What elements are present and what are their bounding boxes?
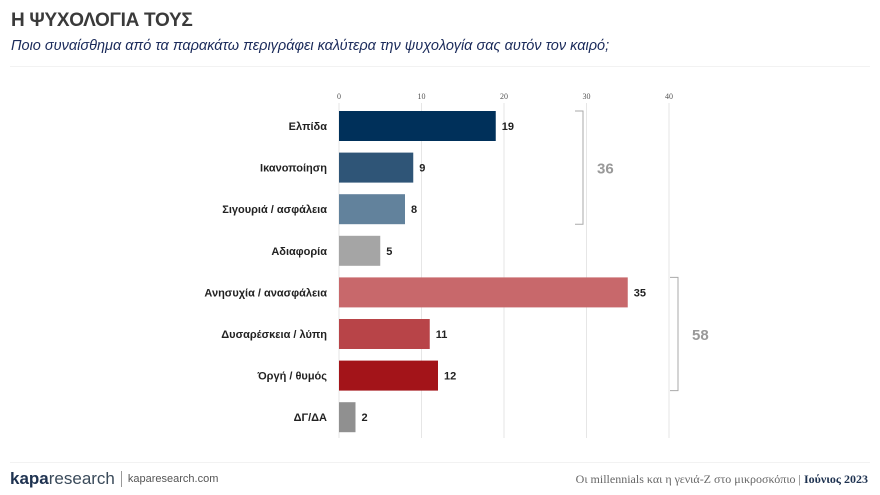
category-label: Ικανοποίηση xyxy=(260,163,327,175)
bar xyxy=(339,277,628,308)
bar xyxy=(339,194,405,225)
data-label: 19 xyxy=(502,121,514,133)
divider xyxy=(10,66,870,67)
x-tick-label: 20 xyxy=(500,92,508,101)
data-label: 9 xyxy=(419,163,425,175)
kapa-logo: kaparesearch xyxy=(10,469,115,488)
category-label: ΔΓ/ΔΑ xyxy=(294,412,327,424)
category-label: Ανησυχία / ανασφάλεια xyxy=(204,287,327,299)
separator: | xyxy=(798,472,801,486)
website-link[interactable]: kaparesearch.com xyxy=(127,473,219,485)
group-bracket xyxy=(575,110,584,225)
category-label: Σιγουριά / ασφάλεια xyxy=(222,204,327,216)
divider xyxy=(120,471,122,487)
x-tick-label: 40 xyxy=(665,92,673,101)
study-date: Ιούνιος 2023 xyxy=(803,472,868,486)
footer-study: Οι millennials και η γενιά-Ζ στο μικροσκ… xyxy=(576,472,868,487)
category-label: Δυσαρέσκεια / λύπη xyxy=(221,329,327,341)
x-tick-label: 30 xyxy=(583,92,591,101)
data-label: 12 xyxy=(444,371,456,383)
bar xyxy=(339,319,430,349)
data-label: 8 xyxy=(411,204,417,216)
page-title: Η ΨΥΧΟΛΟΓΙΑ ΤΟΥΣ xyxy=(11,10,193,31)
data-label: 5 xyxy=(386,246,392,258)
group-total-label: 58 xyxy=(692,327,709,344)
group-total-label: 36 xyxy=(597,161,614,178)
data-label: 11 xyxy=(436,329,448,341)
bar xyxy=(339,360,438,391)
data-label: 35 xyxy=(634,287,646,299)
data-label: 2 xyxy=(362,412,368,424)
bar xyxy=(339,152,414,183)
category-label: Ελπίδα xyxy=(289,121,328,133)
category-label: Αδιαφορία xyxy=(271,246,327,258)
page-subtitle: Ποιο συναίσθημα από τα παρακάτω περιγράφ… xyxy=(11,38,610,54)
divider xyxy=(10,462,870,463)
footer-brand: kaparesearch kaparesearch.com xyxy=(10,469,218,489)
study-title: Οι millennials και η γενιά-Ζ στο μικροσκ… xyxy=(575,472,796,486)
x-tick-label: 0 xyxy=(337,92,341,101)
x-tick-label: 10 xyxy=(418,92,426,101)
category-label: Όργή / θυμός xyxy=(257,371,328,383)
group-bracket xyxy=(670,276,679,392)
bar xyxy=(339,111,496,141)
bar xyxy=(339,402,356,433)
bar xyxy=(339,235,381,266)
